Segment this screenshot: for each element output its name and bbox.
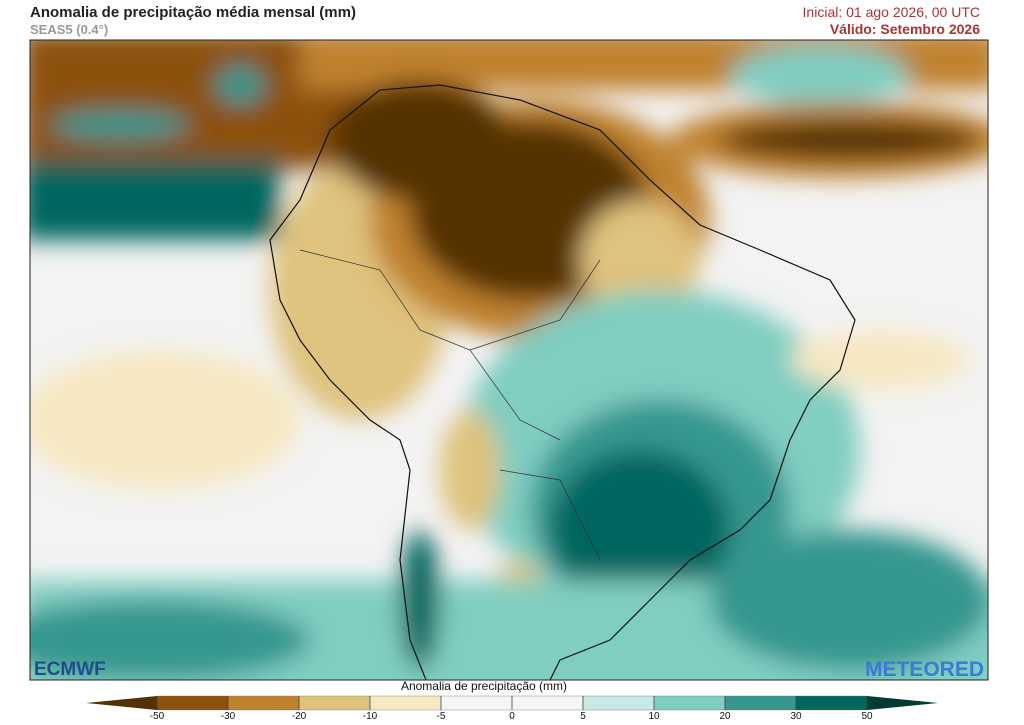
colorbar-tick-label: -5 (437, 711, 446, 720)
colorbar-tick-label: 30 (790, 711, 802, 720)
colorbar-tick-label: 20 (719, 711, 731, 720)
title: Anomalia de precipitação média mensal (m… (30, 4, 356, 21)
colorbar-segment (440, 695, 513, 711)
colorbar-extension (867, 696, 938, 710)
colorbar-segment (369, 695, 442, 711)
colorbar-tick-label: 0 (509, 711, 515, 720)
colorbar-segment (156, 695, 229, 711)
colorbar-tick-label: -10 (363, 711, 378, 720)
colorbar-label: Anomalia de precipitação (mm) (401, 679, 567, 693)
colorbar-segment (724, 695, 797, 711)
colorbar-segment (653, 695, 726, 711)
colorbar-tick-label: -20 (292, 711, 307, 720)
colorbar-tick-label: 50 (861, 711, 873, 720)
colorbar-tick-label: -50 (150, 711, 165, 720)
colorbar-segment (511, 695, 584, 711)
ecmwf-logo: ECMWF (34, 659, 106, 680)
colorbar-segment (227, 695, 300, 711)
colorbar-tick-label: 5 (580, 711, 586, 720)
colorbar: -50 -30 -20 -10 -5 0 5 10 20 30 50 (86, 695, 938, 722)
subtitle: SEAS5 (0.4°) (30, 22, 108, 37)
colorbar-segment (298, 695, 371, 711)
initial-date: Inicial: 01 ago 2026, 00 UTC (803, 4, 980, 20)
colorbar-segment (795, 695, 868, 711)
meteored-logo: METEORED (865, 658, 984, 681)
valid-date: Válido: Setembro 2026 (830, 21, 980, 37)
colorbar-segment (582, 695, 655, 711)
colorbar-tick-label: 10 (648, 711, 660, 720)
colorbar-tick-label: -30 (221, 711, 236, 720)
map (30, 40, 988, 680)
colorbar-extension (86, 696, 157, 710)
